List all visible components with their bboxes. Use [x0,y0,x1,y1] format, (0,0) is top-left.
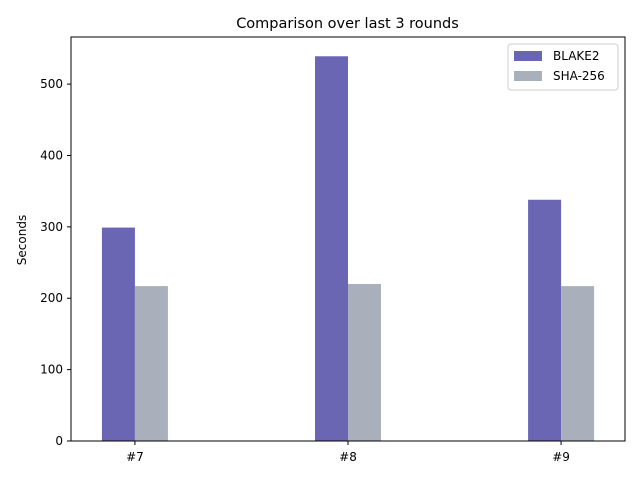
legend-swatch-sha-256 [514,71,542,81]
y-tick-label: 300 [40,220,63,234]
legend: BLAKE2 SHA-256 [507,43,619,91]
bar-sha-256-1 [134,286,168,441]
plot-frame [70,36,626,442]
y-tick-label: 200 [40,291,63,305]
legend-label-blake2: BLAKE2 [553,49,600,63]
x-tick-label: #9 [552,450,570,464]
y-tick-label: 400 [40,148,63,162]
legend-label-sha-256: SHA-256 [553,69,605,83]
x-tick-label: #7 [126,450,144,464]
y-tick-label: 0 [55,434,63,448]
bar-blake2-1 [101,227,135,441]
x-axis-ticks: #7 #8 #9 [126,441,570,464]
y-tick-label: 100 [40,363,63,377]
bar-sha-256-3 [561,286,595,441]
y-axis-label: Seconds [15,215,29,265]
chart-title: Comparison over last 3 rounds [236,16,459,32]
x-tick-label: #8 [339,450,357,464]
bar-sha-256-2 [348,283,381,441]
y-tick-label: 500 [40,77,63,91]
legend-swatch-blake2 [514,51,542,61]
bar-blake2-2 [315,56,348,441]
bar-blake2-3 [528,199,562,441]
bars-group [101,56,595,441]
y-axis-ticks: 0 100 200 300 400 500 [40,77,71,448]
